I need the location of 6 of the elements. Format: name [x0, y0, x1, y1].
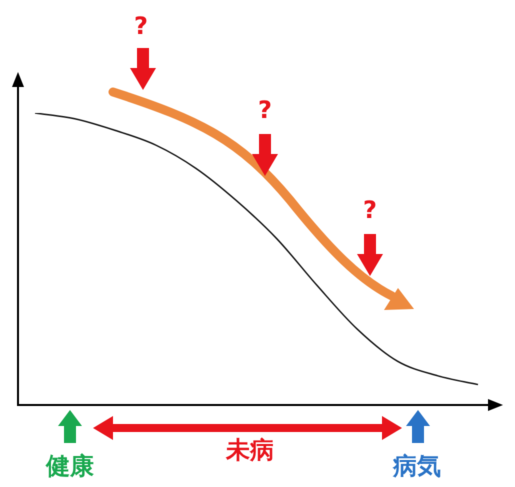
annotation: ? [363, 196, 377, 224]
annotation: ? [258, 96, 272, 124]
text: 病気 [393, 452, 441, 480]
text: 未病 [226, 436, 274, 464]
text: 健康 [46, 452, 94, 480]
text: ? [134, 12, 148, 40]
